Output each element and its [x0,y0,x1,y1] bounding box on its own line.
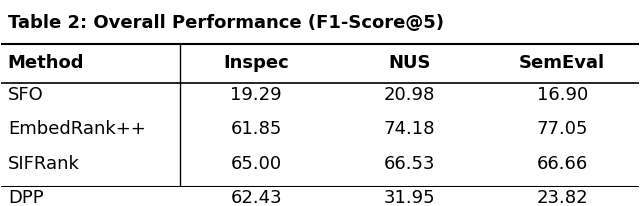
Text: SIFRank: SIFRank [8,154,79,172]
Text: 77.05: 77.05 [536,119,588,137]
Text: 62.43: 62.43 [230,188,282,206]
Text: 61.85: 61.85 [230,119,282,137]
Text: 23.82: 23.82 [536,188,588,206]
Text: 65.00: 65.00 [230,154,282,172]
Text: 20.98: 20.98 [383,85,435,103]
Text: SemEval: SemEval [519,54,605,71]
Text: Table 2: Overall Performance (F1-Score@5): Table 2: Overall Performance (F1-Score@5… [8,14,444,32]
Text: Inspec: Inspec [223,54,289,71]
Text: DPP: DPP [8,188,44,206]
Text: NUS: NUS [388,54,431,71]
Text: 66.53: 66.53 [383,154,435,172]
Text: Method: Method [8,54,84,71]
Text: EmbedRank++: EmbedRank++ [8,119,145,137]
Text: SFO: SFO [8,85,44,103]
Text: 31.95: 31.95 [383,188,435,206]
Text: 16.90: 16.90 [536,85,588,103]
Text: 66.66: 66.66 [536,154,588,172]
Text: 19.29: 19.29 [230,85,282,103]
Text: 74.18: 74.18 [383,119,435,137]
